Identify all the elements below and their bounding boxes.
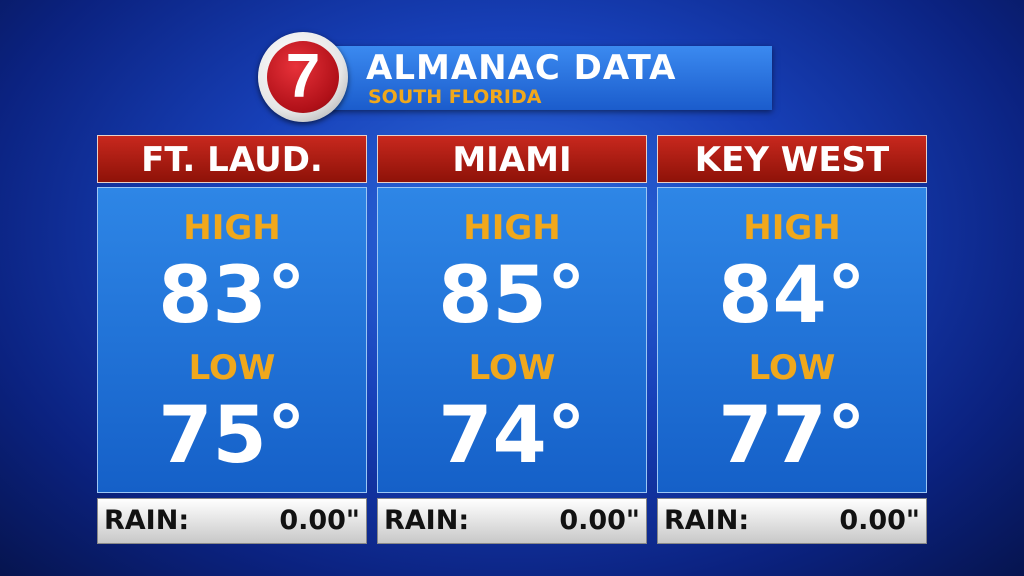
subtitle: SOUTH FLORIDA (368, 86, 542, 108)
temp-box: HIGH 84° LOW 77° (657, 187, 927, 493)
title-banner: ALMANAC DATA SOUTH FLORIDA (330, 46, 772, 110)
city-name: KEY WEST (657, 135, 927, 183)
city-column: FT. LAUD. HIGH 83° LOW 75° RAIN: 0.00" (97, 135, 367, 544)
temp-box: HIGH 83° LOW 75° (97, 187, 367, 493)
high-label: HIGH (183, 208, 281, 248)
rain-bar: RAIN: 0.00" (377, 498, 647, 544)
rain-value: 0.00" (839, 505, 920, 536)
rain-label: RAIN: (384, 505, 470, 536)
low-label: LOW (748, 348, 836, 388)
high-label: HIGH (463, 208, 561, 248)
rain-label: RAIN: (664, 505, 750, 536)
city-name: MIAMI (377, 135, 647, 183)
logo: 7 (258, 32, 348, 122)
low-temp: 74° (438, 391, 586, 481)
low-label: LOW (468, 348, 556, 388)
rain-value: 0.00" (279, 505, 360, 536)
temp-box: HIGH 85° LOW 74° (377, 187, 647, 493)
low-label: LOW (188, 348, 276, 388)
city-name: FT. LAUD. (97, 135, 367, 183)
rain-bar: RAIN: 0.00" (657, 498, 927, 544)
rain-label: RAIN: (104, 505, 190, 536)
high-temp: 83° (158, 251, 306, 341)
logo-text: 7 (267, 41, 339, 113)
rain-bar: RAIN: 0.00" (97, 498, 367, 544)
low-temp: 75° (158, 391, 306, 481)
city-column: MIAMI HIGH 85° LOW 74° RAIN: 0.00" (377, 135, 647, 544)
city-column: KEY WEST HIGH 84° LOW 77° RAIN: 0.00" (657, 135, 927, 544)
rain-value: 0.00" (559, 505, 640, 536)
high-temp: 85° (438, 251, 586, 341)
title: ALMANAC DATA (366, 48, 677, 88)
low-temp: 77° (718, 391, 866, 481)
high-label: HIGH (743, 208, 841, 248)
high-temp: 84° (718, 251, 866, 341)
